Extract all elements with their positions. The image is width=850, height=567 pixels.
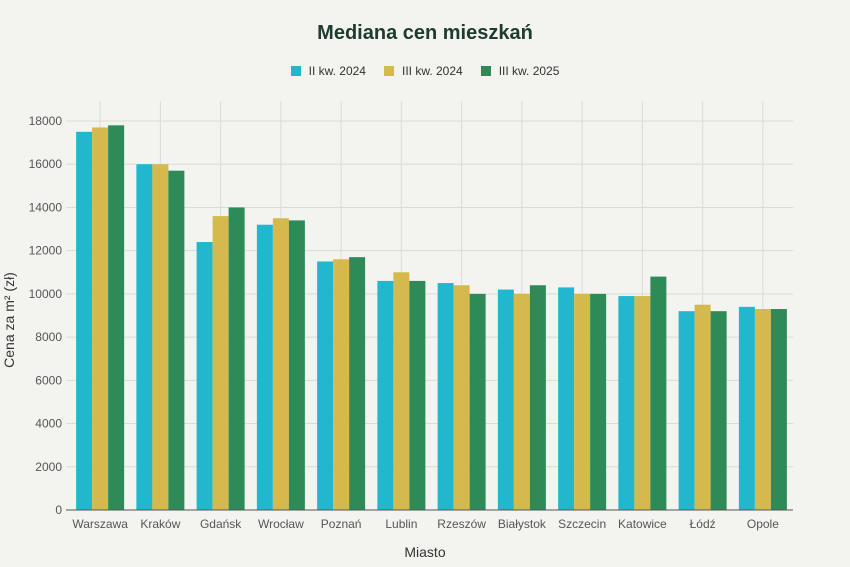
legend-item[interactable]: II kw. 2024 bbox=[290, 64, 366, 78]
bar bbox=[590, 293, 607, 510]
x-tick-label: Gdańsk bbox=[200, 517, 242, 531]
bar bbox=[409, 280, 426, 510]
legend-label: II kw. 2024 bbox=[308, 64, 366, 78]
x-tick-label: Szczecin bbox=[558, 517, 606, 531]
legend-label: III kw. 2024 bbox=[401, 64, 463, 78]
bar bbox=[529, 285, 546, 510]
y-tick-label: 10000 bbox=[29, 287, 63, 301]
x-tick-label: Poznań bbox=[321, 517, 362, 531]
bar bbox=[256, 224, 273, 510]
y-tick-label: 0 bbox=[55, 503, 62, 517]
x-tick-label: Katowice bbox=[618, 517, 667, 531]
bar bbox=[738, 306, 755, 510]
bar bbox=[650, 276, 667, 510]
x-tick-label: Łódź bbox=[690, 517, 716, 531]
y-tick-label: 2000 bbox=[35, 460, 62, 474]
bar bbox=[76, 131, 93, 511]
legend-swatch bbox=[383, 66, 394, 76]
bar bbox=[196, 242, 213, 510]
bar bbox=[618, 296, 635, 510]
bar bbox=[288, 220, 305, 510]
bar bbox=[710, 311, 727, 510]
y-tick-label: 12000 bbox=[29, 244, 63, 258]
bar bbox=[228, 207, 245, 510]
legend-swatch bbox=[290, 66, 301, 76]
bar bbox=[558, 287, 575, 510]
bar bbox=[754, 309, 771, 510]
bar bbox=[272, 218, 289, 510]
bar bbox=[453, 285, 470, 510]
y-axis-label: Cena za m² (zł) bbox=[1, 272, 17, 368]
bar bbox=[136, 164, 153, 510]
bar bbox=[152, 164, 169, 510]
x-tick-label: Rzeszów bbox=[437, 517, 486, 531]
legend-swatch bbox=[480, 66, 491, 76]
bar bbox=[497, 289, 514, 510]
bar bbox=[634, 296, 651, 510]
bar bbox=[770, 309, 787, 510]
bar bbox=[469, 293, 486, 510]
x-tick-label: Warszawa bbox=[72, 517, 128, 531]
legend: II kw. 2024 III kw. 2024 III kw. 2025 bbox=[0, 64, 850, 78]
y-tick-label: 4000 bbox=[35, 417, 62, 431]
x-tick-label: Białystok bbox=[498, 517, 547, 531]
x-tick-label: Wrocław bbox=[258, 517, 304, 531]
bar bbox=[349, 257, 366, 510]
legend-item[interactable]: III kw. 2025 bbox=[480, 64, 560, 78]
y-tick-label: 6000 bbox=[35, 373, 62, 387]
bar bbox=[437, 283, 454, 510]
bar bbox=[393, 272, 410, 510]
bar bbox=[317, 261, 334, 510]
bar bbox=[92, 127, 109, 510]
bar bbox=[212, 216, 229, 511]
bar bbox=[678, 311, 695, 510]
y-tick-label: 8000 bbox=[35, 330, 62, 344]
chart-title: Mediana cen mieszkań bbox=[317, 22, 533, 44]
x-tick-label: Kraków bbox=[140, 517, 180, 531]
x-axis-label: Miasto bbox=[404, 544, 445, 560]
bar bbox=[377, 280, 394, 510]
y-tick-label: 18000 bbox=[29, 114, 63, 128]
bar bbox=[168, 170, 185, 510]
bar bbox=[574, 293, 591, 510]
bar bbox=[513, 293, 530, 510]
legend-label: III kw. 2025 bbox=[498, 64, 560, 78]
bar bbox=[694, 304, 711, 510]
bar bbox=[333, 259, 350, 510]
y-tick-label: 14000 bbox=[29, 200, 63, 214]
y-tick-label: 16000 bbox=[29, 157, 63, 171]
bar bbox=[108, 125, 125, 511]
x-tick-label: Lublin bbox=[385, 517, 417, 531]
legend-item[interactable]: III kw. 2024 bbox=[383, 64, 463, 78]
x-tick-label: Opole bbox=[747, 517, 779, 531]
